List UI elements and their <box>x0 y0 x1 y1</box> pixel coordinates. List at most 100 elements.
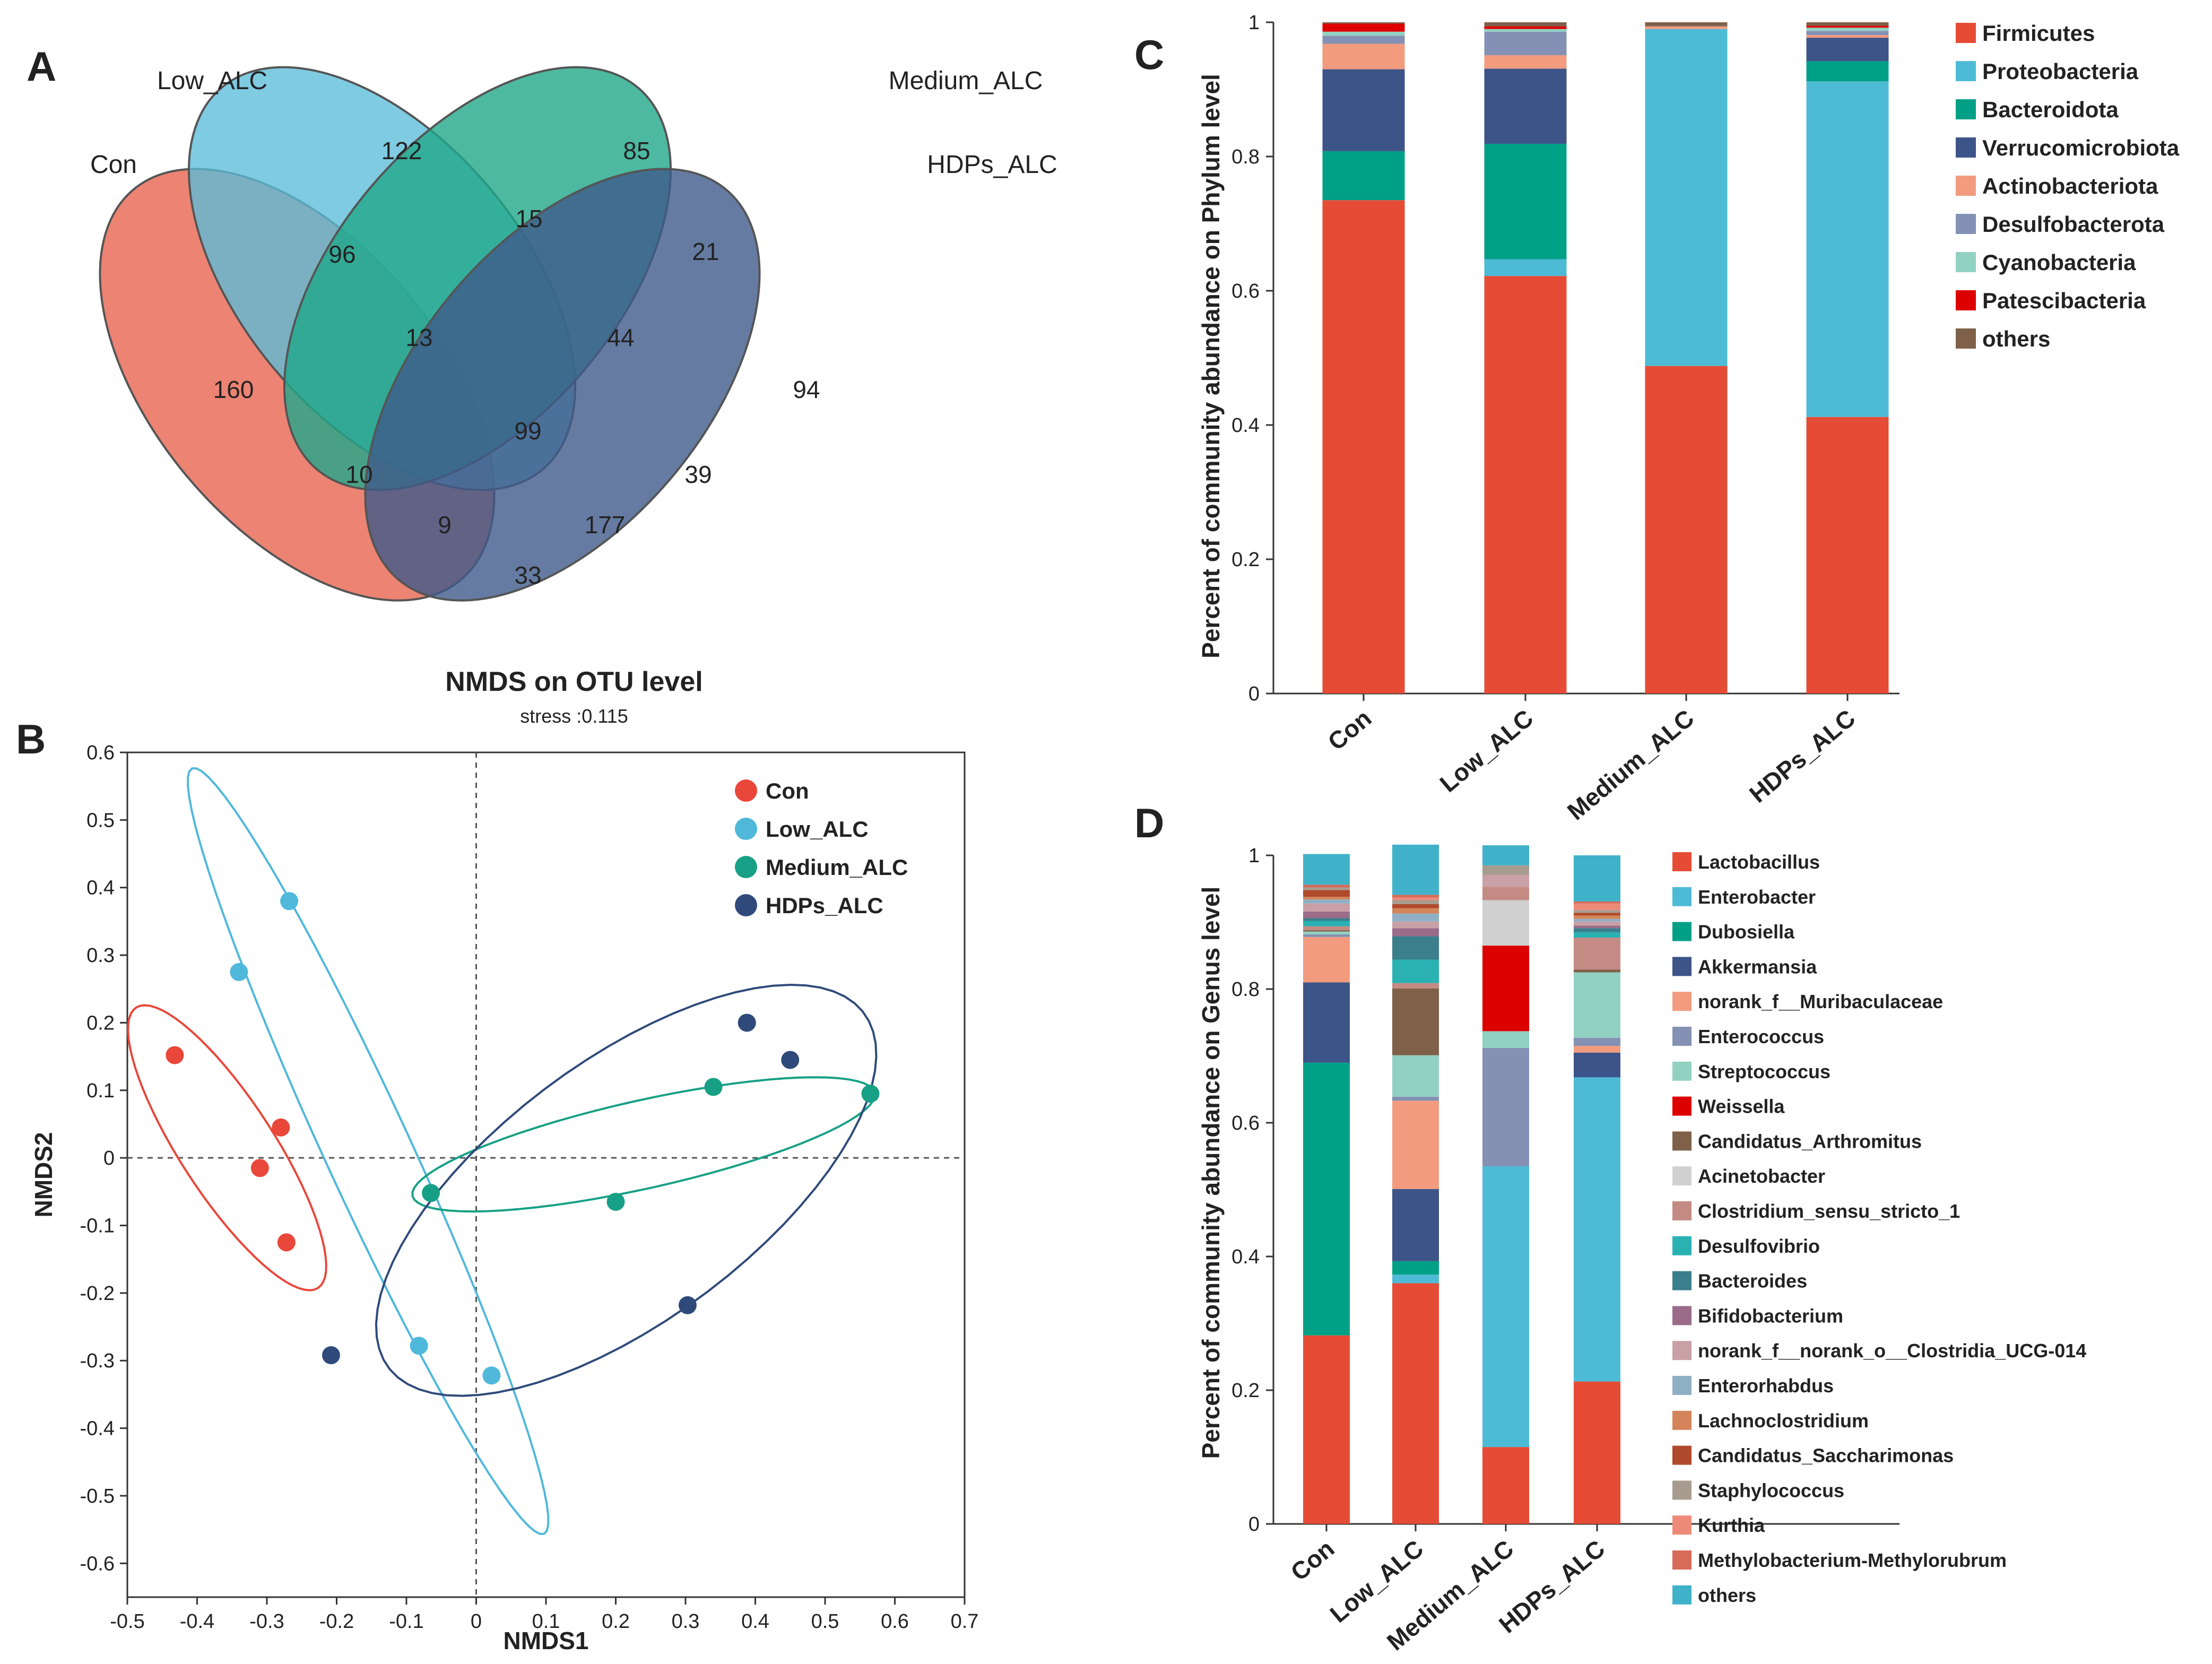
c-legend-swatch-verrucomicrobiota <box>1956 137 1976 158</box>
venn-set-labels: Con Low_ALC Medium_ALC HDPs_ALC <box>90 67 1057 179</box>
venn-count-medium-alc: 85 <box>623 137 650 164</box>
nmds-ellipse-medium-alc <box>411 1076 876 1213</box>
nmds-points <box>166 892 880 1385</box>
nmds-x-tick-label: -0.5 <box>110 1610 144 1633</box>
d-legend-swatch-enterobacter <box>1672 887 1691 906</box>
nmds-x-ticks: -0.5 -0.4 -0.3 -0.2 -0.1 0 0.1 0.2 0.3 0.4 0.5 0.6 0… <box>110 1597 978 1633</box>
d-bar-segment-candidatus-arthromitus <box>1303 930 1350 932</box>
d-legend-label-clostridium-sensu-stricto-1: Clostridium_sensu_stricto_1 <box>1698 1200 1960 1222</box>
c-bar-segment-desulfobacterota <box>1484 31 1567 55</box>
venn-count-con-hdps-alc: 33 <box>514 561 541 589</box>
d-bar-segment-norank-f-norank-o-clostridia-ucg-014 <box>1303 903 1350 912</box>
c-y-tick-label: 0.4 <box>1231 414 1260 437</box>
d-bar-segment-enterorhabdus <box>1303 899 1350 904</box>
nmds-point-hdps-alc <box>738 1013 756 1032</box>
phylum-y-axis-title: Percent of community abundance on Phylum… <box>1197 74 1225 658</box>
d-bar-segment-clostridium-sensu-stricto-1 <box>1303 926 1350 931</box>
nmds-legend-label-low-alc: Low_ALC <box>766 817 869 842</box>
nmds-point-medium-alc <box>606 1192 625 1211</box>
c-y-tick-label: 0.8 <box>1231 146 1260 168</box>
nmds-point-low-alc <box>482 1366 501 1385</box>
nmds-y-tick-label: 0.3 <box>86 944 115 967</box>
d-y-tick-label: 0.4 <box>1231 1246 1260 1268</box>
nmds-point-con <box>277 1233 296 1252</box>
venn-label-con: Con <box>90 151 137 179</box>
d-legend-swatch-desulfovibrio <box>1672 1236 1691 1255</box>
c-legend-swatch-actinobacteriota <box>1956 176 1976 196</box>
d-legend-swatch-candidatus-saccharimonas <box>1672 1445 1691 1465</box>
d-bar-segment-lachnoclostridium <box>1392 908 1439 914</box>
d-bar-segment-lactobacillus <box>1574 1381 1620 1524</box>
phylum-legend: Firmicutes Proteobacteria Bacteroidota Verr… <box>1956 21 2180 351</box>
venn-count-medium-alc-hdps-alc: 21 <box>692 238 719 265</box>
venn-count-low-alc: 122 <box>381 137 422 164</box>
c-bar-segment-bacteroidota <box>1322 151 1405 201</box>
nmds-point-medium-alc <box>422 1184 440 1202</box>
venn-count-hdps-alc: 94 <box>793 376 820 403</box>
c-bar-segment-others <box>1645 22 1728 27</box>
c-legend-label-cyanobacteria: Cyanobacteria <box>1982 250 2136 275</box>
d-bar-segment-bacteroides <box>1574 928 1620 932</box>
d-bar-segment-staphylococcus <box>1482 865 1529 875</box>
c-bar-segment-desulfobacterota <box>1806 31 1889 36</box>
d-legend-swatch-staphylococcus <box>1672 1480 1691 1500</box>
c-bar-segment-patescibacteria <box>1484 26 1567 29</box>
d-bar-segment-bacteroides <box>1303 918 1350 921</box>
d-bar-segment-streptococcus <box>1392 1055 1439 1097</box>
nmds-title: NMDS on OTU level <box>445 666 702 697</box>
venn-count-con-low-alc-medium-alc-hdps-alc: 99 <box>514 417 541 445</box>
d-bar-segment-bifidobacterium <box>1574 925 1620 929</box>
d-legend-label-candidatus-saccharimonas: Candidatus_Saccharimonas <box>1698 1445 1954 1467</box>
d-bar-segment-norank-f-muribaculaceae <box>1574 1046 1620 1053</box>
d-legend-label-enterococcus: Enterococcus <box>1698 1026 1824 1047</box>
nmds-x-tick-label: 0.4 <box>741 1610 769 1633</box>
d-bar-segment-streptococcus <box>1303 931 1350 934</box>
c-legend-swatch-proteobacteria <box>1956 61 1976 81</box>
d-legend-label-enterorhabdus: Enterorhabdus <box>1698 1375 1834 1397</box>
nmds-point-medium-alc <box>704 1078 723 1096</box>
d-bar-segment-lactobacillus <box>1482 1447 1529 1524</box>
d-legend-swatch-methylobacterium-methylorubrum <box>1672 1550 1691 1570</box>
d-bar-segment-weissella <box>1482 946 1529 1032</box>
nmds-legend-label-hdps-alc: HDPs_ALC <box>766 893 883 918</box>
d-legend-swatch-enterorhabdus <box>1672 1376 1691 1395</box>
nmds-x-tick-label: 0 <box>471 1610 482 1633</box>
nmds-y-tick-label: 0 <box>103 1147 115 1169</box>
c-bar-segment-firmicutes <box>1484 276 1567 694</box>
c-bar-segment-verrucomicrobiota <box>1484 68 1567 144</box>
c-y-tick-label: 1 <box>1248 12 1260 34</box>
venn-count-con-low-alc-hdps-alc: 177 <box>585 511 626 539</box>
d-bar-segment-akkermansia <box>1303 982 1350 1063</box>
c-y-tick-label: 0.6 <box>1231 280 1260 302</box>
nmds-y-tick-label: -0.2 <box>80 1282 115 1305</box>
venn-ellipses <box>99 66 761 602</box>
c-legend-swatch-desulfobacterota <box>1956 214 1976 234</box>
venn-ellipse-hdps-alc <box>364 168 761 602</box>
d-legend-label-enterobacter: Enterobacter <box>1698 886 1816 908</box>
d-legend-swatch-weissella <box>1672 1096 1691 1116</box>
venn-count-low-alc-hdps-alc: 39 <box>684 461 712 488</box>
d-bar-segment-staphylococcus <box>1392 900 1439 904</box>
venn-label-low-alc: Low_ALC <box>157 67 267 95</box>
d-legend-label-acinetobacter: Acinetobacter <box>1698 1165 1825 1187</box>
nmds-x-axis-title: NMDS1 <box>503 1627 588 1654</box>
d-bar-segment-others <box>1392 844 1439 895</box>
d-bar-segment-bifidobacterium <box>1303 911 1350 918</box>
venn-panel: A Con Low_ALC Medium_ALC HDPs_ALC 160 122 85 9… <box>27 43 1057 602</box>
d-bar-segment-candidatus-saccharimonas <box>1392 904 1439 908</box>
d-bar-segment-norank-f-norank-o-clostridia-ucg-014 <box>1574 921 1620 926</box>
nmds-point-hdps-alc <box>781 1051 800 1069</box>
c-legend-swatch-patescibacteria <box>1956 290 1976 310</box>
d-bar-segment-enterobacter <box>1392 1275 1439 1284</box>
d-bar-segment-lachnoclostridium <box>1574 915 1620 919</box>
nmds-point-low-alc <box>410 1337 428 1355</box>
nmds-point-low-alc <box>280 892 299 911</box>
nmds-x-tick-label: 0.7 <box>951 1610 979 1633</box>
d-bar-segment-enterococcus <box>1303 934 1350 937</box>
d-bar-segment-candidatus-arthromitus <box>1574 969 1620 973</box>
c-bar-segment-patescibacteria <box>1806 25 1889 28</box>
d-bar-segment-streptococcus <box>1482 1031 1529 1048</box>
c-legend-label-firmicutes: Firmicutes <box>1982 21 2095 46</box>
panel-letter-b: B <box>16 716 46 762</box>
